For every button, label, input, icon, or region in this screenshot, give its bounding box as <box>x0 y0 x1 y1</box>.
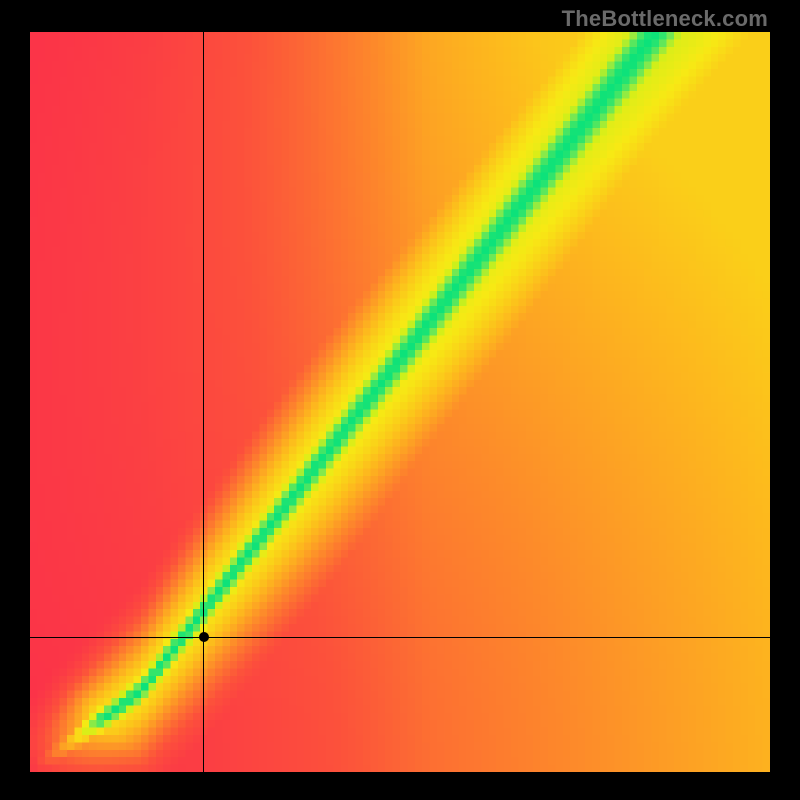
chart-container: TheBottleneck.com <box>0 0 800 800</box>
bottleneck-heatmap <box>30 32 770 772</box>
watermark-text: TheBottleneck.com <box>562 6 768 32</box>
